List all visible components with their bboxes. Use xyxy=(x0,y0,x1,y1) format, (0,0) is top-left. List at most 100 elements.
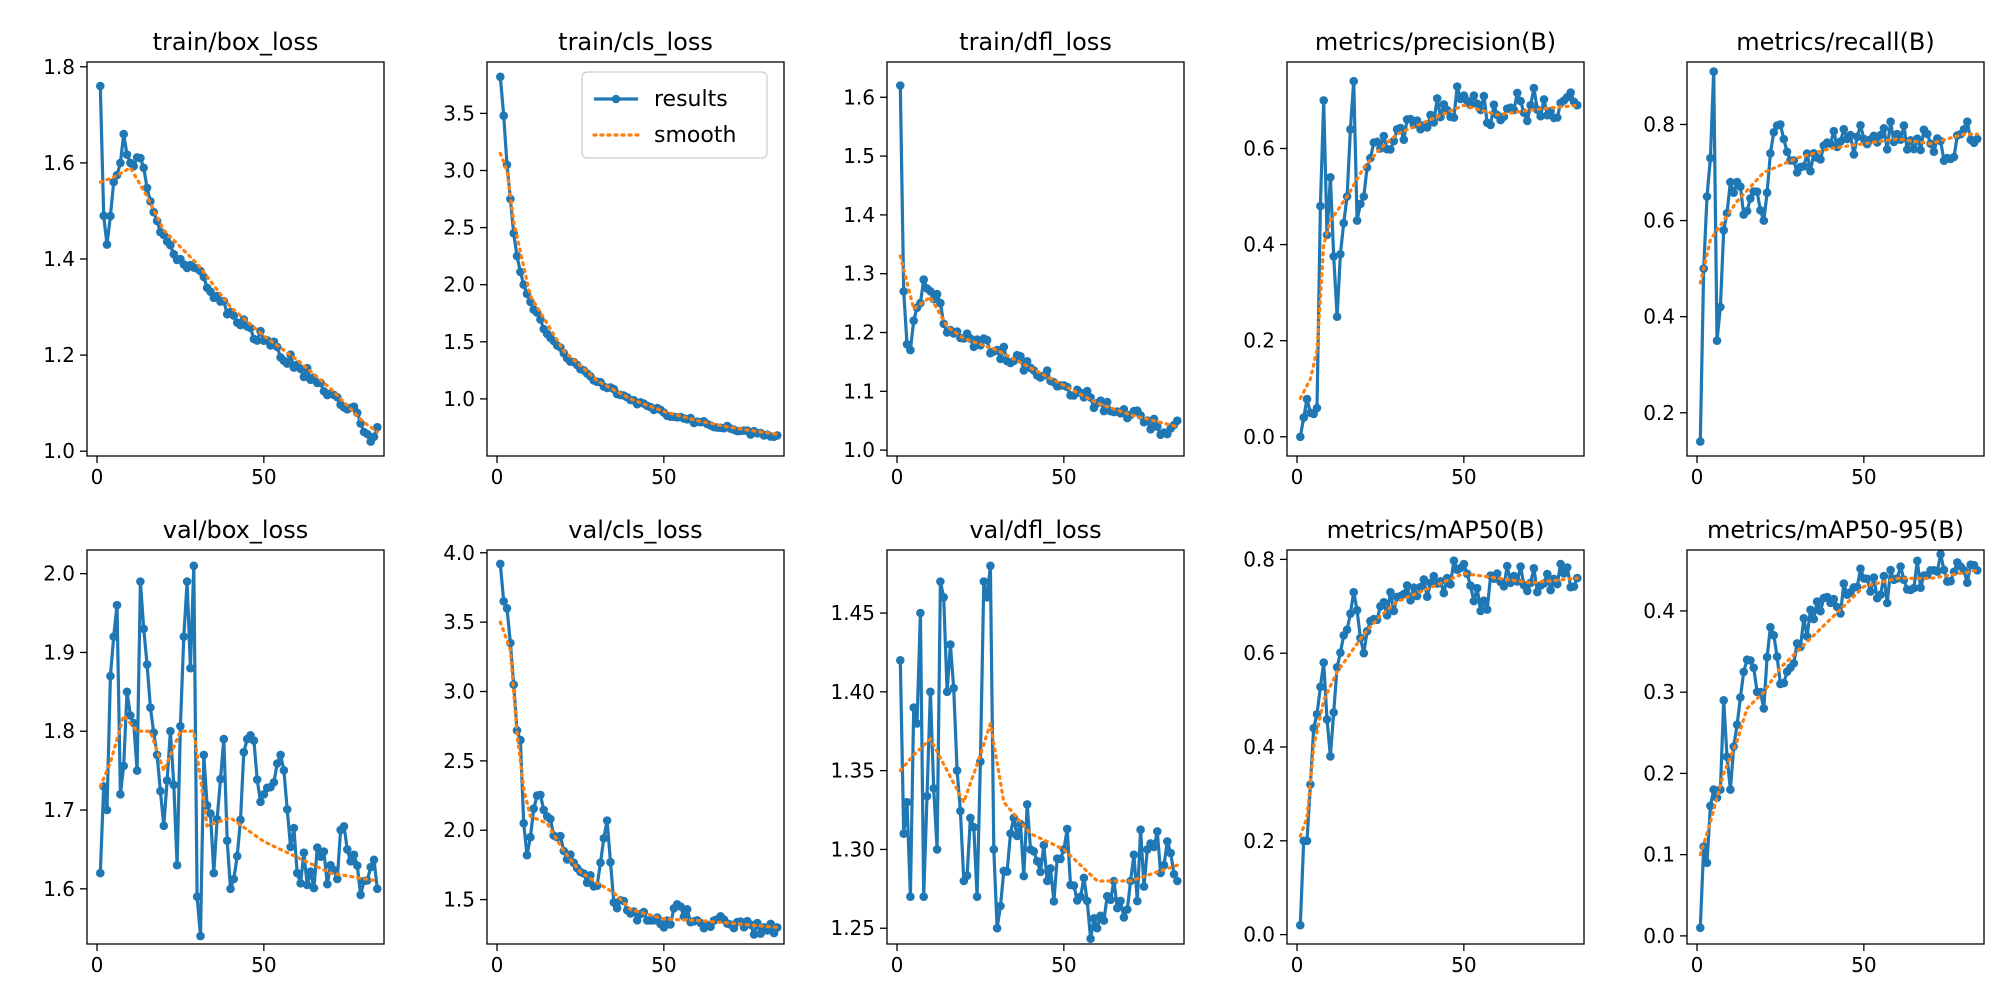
results-point xyxy=(96,868,105,878)
y-tick-label: 1.5 xyxy=(843,144,875,168)
results-point xyxy=(139,163,148,173)
results-point xyxy=(1709,785,1718,794)
results-point xyxy=(512,726,522,735)
results-point xyxy=(1379,131,1389,141)
results-point xyxy=(1536,111,1545,121)
results-point xyxy=(1769,128,1779,137)
y-tick-label: 1.7 xyxy=(43,798,75,822)
results-line xyxy=(1698,70,1979,442)
results-point xyxy=(1332,663,1342,672)
smooth-line xyxy=(898,722,1179,883)
results-point xyxy=(1516,562,1525,571)
results-point xyxy=(1359,192,1369,201)
results-point xyxy=(932,845,942,854)
plot-frame xyxy=(86,549,385,945)
results-point xyxy=(146,703,155,712)
results-point xyxy=(1372,137,1382,147)
results-point xyxy=(1779,134,1789,144)
results-point xyxy=(196,931,205,941)
y-tick-label: 1.5 xyxy=(443,888,475,912)
smooth-line xyxy=(898,254,1179,429)
results-point xyxy=(556,831,565,841)
results-point xyxy=(919,892,928,901)
smooth-line xyxy=(498,151,779,436)
results-point xyxy=(1546,585,1555,595)
y-tick-label: 1.25 xyxy=(830,916,875,940)
y-tick-label: 0.8 xyxy=(1643,112,1675,136)
plot-frame xyxy=(86,61,385,457)
y-tick-label: 0.0 xyxy=(1243,425,1275,449)
results-point xyxy=(756,929,765,938)
results-point xyxy=(119,129,128,139)
y-tick-label: 0.0 xyxy=(1643,924,1675,948)
results-point xyxy=(916,608,925,618)
plot-frame xyxy=(1286,61,1585,457)
plot-frame xyxy=(886,549,1185,945)
results-point xyxy=(1909,144,1919,154)
results-point xyxy=(1862,574,1872,584)
results-point xyxy=(319,847,329,856)
results-point xyxy=(1946,576,1955,586)
results-point xyxy=(252,336,262,345)
results-point xyxy=(1916,145,1925,155)
results-point xyxy=(1169,869,1179,879)
results-point xyxy=(602,816,612,825)
results-point xyxy=(899,829,908,838)
results-point xyxy=(116,158,125,168)
results-point xyxy=(172,860,182,870)
results-point xyxy=(1173,416,1182,426)
results-point xyxy=(1092,923,1102,933)
results-point xyxy=(1422,123,1432,132)
results-point xyxy=(932,289,942,299)
x-tick-label: 50 xyxy=(1851,465,1876,489)
x-tick-label: 50 xyxy=(1051,953,1076,977)
results-point xyxy=(1056,854,1065,864)
chart-title: train/box_loss xyxy=(153,28,319,56)
results-point xyxy=(1502,561,1512,571)
results-point xyxy=(1352,605,1362,615)
y-tick-label: 2.5 xyxy=(443,216,475,240)
results-point xyxy=(179,632,189,641)
results-point xyxy=(1149,842,1159,852)
results-point xyxy=(1936,550,1945,559)
results-point xyxy=(1782,147,1792,157)
results-point xyxy=(496,559,505,569)
results-point xyxy=(1696,923,1705,933)
y-tick-label: 1.2 xyxy=(43,343,75,367)
y-tick-label: 0.2 xyxy=(1643,761,1675,785)
y-tick-label: 2.0 xyxy=(43,562,75,586)
results-point xyxy=(919,275,928,284)
results-point xyxy=(1869,131,1879,141)
smooth-line xyxy=(1298,571,1579,838)
results-point xyxy=(896,81,905,90)
results-point xyxy=(906,892,915,901)
results-point xyxy=(246,323,255,333)
results-point xyxy=(343,845,352,854)
results-point xyxy=(1123,905,1132,914)
results-point xyxy=(1336,648,1345,657)
results-point xyxy=(102,240,112,249)
results-point xyxy=(1882,598,1892,608)
results-point xyxy=(946,640,955,649)
results-point xyxy=(1949,152,1959,162)
results-point xyxy=(209,868,219,878)
y-tick-label: 0.6 xyxy=(1243,641,1275,665)
x-tick-label: 0 xyxy=(491,953,504,977)
results-point xyxy=(1069,881,1079,890)
results-point xyxy=(282,805,292,814)
results-point xyxy=(1139,882,1149,891)
results-point xyxy=(1482,605,1492,614)
smooth-line xyxy=(498,620,779,929)
results-point xyxy=(1012,831,1022,841)
results-point xyxy=(99,211,108,221)
results-point xyxy=(969,822,979,832)
results-point xyxy=(929,784,938,793)
results-point xyxy=(1736,182,1745,191)
results-point xyxy=(1316,682,1325,692)
results-point xyxy=(1769,631,1779,640)
results-point xyxy=(1526,100,1535,110)
results-point xyxy=(323,879,332,889)
results-point xyxy=(926,287,935,296)
results-point xyxy=(1102,397,1112,407)
results-point xyxy=(199,272,209,282)
